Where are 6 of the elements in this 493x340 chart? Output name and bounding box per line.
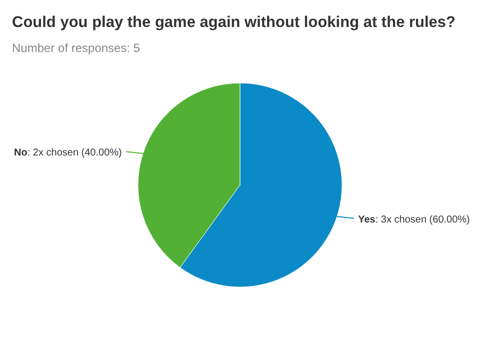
data-label: : 2x chosen (40.00%) xyxy=(27,148,122,159)
chart-subtitle: Number of responses: 5 xyxy=(12,41,140,55)
slice-label: Yes xyxy=(358,214,376,226)
chart-title: Could you play the game again without looking at the rules? xyxy=(12,14,456,31)
slice-label: No xyxy=(14,148,28,159)
data-label: : 3x chosen (60.00%) xyxy=(375,214,470,226)
